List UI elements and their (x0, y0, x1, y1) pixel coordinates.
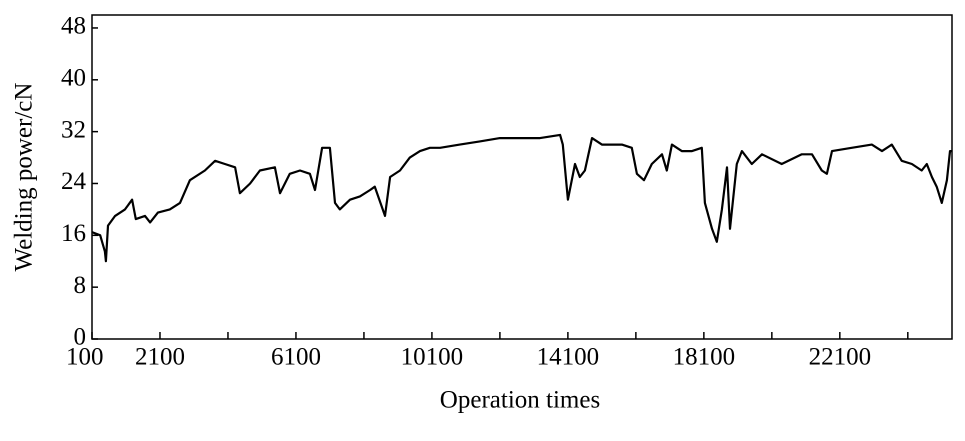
x-tick-label: 10100 (401, 344, 464, 371)
data-line (91, 133, 952, 263)
x-tick-label: 2100 (135, 344, 185, 371)
y-tick-label: 40 (61, 65, 86, 92)
y-tick-label: 32 (61, 116, 86, 143)
x-tick-label: 6100 (271, 344, 321, 371)
x-tick-label: 22100 (809, 344, 872, 371)
y-tick-label: 0 (74, 324, 87, 351)
y-tick-label: 24 (61, 168, 87, 195)
x-tick-label: 100 (66, 344, 104, 371)
y-tick-label: 16 (61, 220, 86, 247)
y-axis-label: Welding power/cN (11, 83, 38, 272)
x-tick-label: 18100 (673, 344, 736, 371)
x-axis-label: Operation times (440, 387, 600, 414)
y-tick-label: 48 (61, 13, 86, 40)
x-tick-label: 14100 (537, 344, 600, 371)
y-tick-label: 8 (74, 272, 87, 299)
plot-frame (91, 14, 953, 340)
